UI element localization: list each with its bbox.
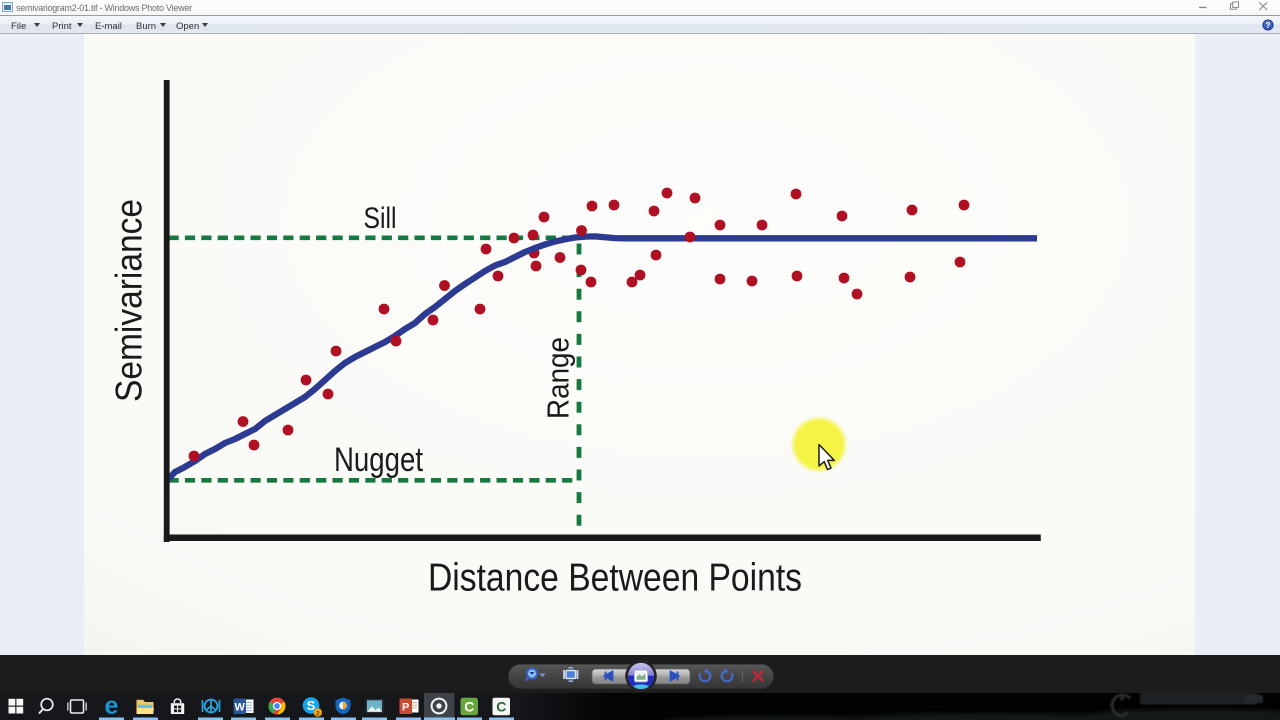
svg-text:Sill: Sill: [364, 202, 397, 235]
svg-text:P: P: [402, 702, 409, 714]
svg-text:Range: Range: [541, 337, 576, 419]
svg-text:Semivariance: Semivariance: [109, 199, 150, 402]
svg-text:?: ?: [1266, 21, 1271, 30]
svg-text:C: C: [496, 698, 506, 714]
svg-text:Distance Between Points: Distance Between Points: [428, 557, 802, 600]
svg-text:2: 2: [316, 710, 320, 717]
svg-text:C: C: [464, 698, 474, 714]
svg-text:W: W: [235, 702, 246, 714]
svg-text:S: S: [307, 698, 316, 713]
svg-text:Nugget: Nugget: [334, 441, 423, 479]
svg-text:e: e: [105, 693, 119, 720]
